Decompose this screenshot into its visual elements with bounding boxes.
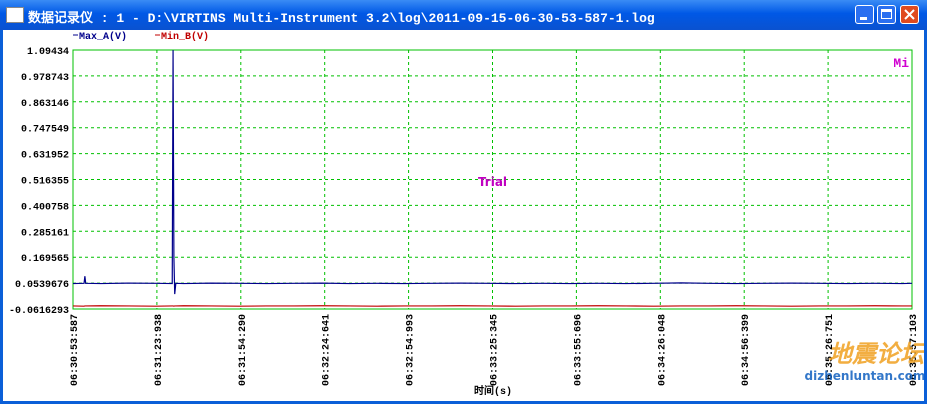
app-icon	[6, 7, 24, 23]
x-tick-label: 06:34:26:048	[657, 314, 668, 386]
chart: Max_A(V) Min_B(V) 1.09434 0.978743 0.863146 0…	[9, 31, 924, 398]
x-tick-label: 06:33:25:345	[490, 314, 501, 386]
window-title: 数据记录仪 : 1 - D:\VIRTINS Multi-Instrument …	[28, 11, 655, 26]
x-tick-label: 06:31:23:938	[154, 314, 165, 386]
x-tick-label: 06:32:54:993	[406, 314, 417, 386]
y-tick-label: 0.631952	[21, 151, 69, 162]
legend-label: Max_A(V)	[79, 31, 127, 43]
y-tick-label: 0.978743	[21, 73, 69, 84]
watermark-url: dizhenluntan.com	[805, 369, 924, 383]
x-tick-label: 06:34:56:399	[741, 314, 752, 386]
y-tick-label: 0.169565	[21, 254, 69, 265]
x-tick-label: 06:32:24:641	[322, 314, 333, 386]
y-tick-label: 0.0539676	[15, 280, 69, 291]
y-tick-label: 0.863146	[21, 99, 69, 110]
x-tick-label: 06:30:53:587	[70, 314, 81, 386]
x-tick-label: 06:31:54:290	[238, 314, 249, 386]
plot-border	[72, 49, 913, 310]
y-tick-label: 0.285161	[21, 228, 69, 239]
annotation: Trial	[478, 175, 507, 189]
x-tick-label: 06:33:55:696	[573, 314, 584, 386]
x-tick-label: 06:35:26:751	[825, 314, 836, 386]
y-tick-label: 0.400758	[21, 202, 69, 213]
maximize-button[interactable]	[877, 5, 896, 24]
legend-label: Min_B(V)	[161, 31, 209, 43]
y-tick-label: 1.09434	[27, 47, 69, 58]
close-button[interactable]	[900, 5, 919, 24]
x-axis-label: 时间(s)	[474, 384, 512, 398]
title-bar: 数据记录仪 : 1 - D:\VIRTINS Multi-Instrument …	[0, 0, 927, 30]
y-tick-label: 0.516355	[21, 177, 69, 188]
watermark-text: 地震论坛	[828, 339, 924, 368]
annotation: Mi	[893, 56, 909, 71]
minimize-button[interactable]	[855, 5, 874, 24]
y-tick-label: 0.747549	[21, 125, 69, 136]
x-tick-label: 06:35:57:103	[909, 314, 920, 386]
y-tick-label: -0.0616293	[9, 306, 69, 317]
series-line	[72, 50, 913, 295]
